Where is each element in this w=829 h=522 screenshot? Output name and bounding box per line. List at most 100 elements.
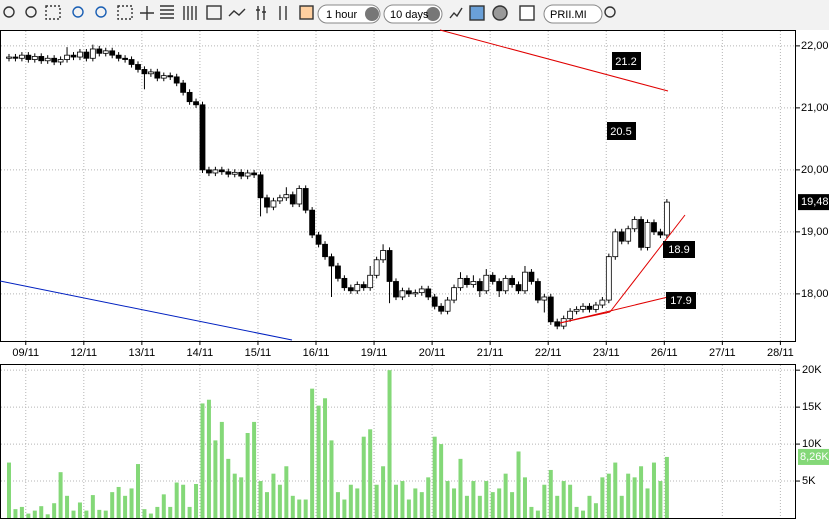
volume-bar xyxy=(116,486,121,518)
volume-bar xyxy=(613,462,618,518)
candle-body xyxy=(386,250,393,282)
candle-body xyxy=(12,56,19,59)
volume-bar xyxy=(458,458,463,518)
y-tick-label: 21,00 xyxy=(801,102,829,114)
volume-bar xyxy=(155,506,160,518)
zoom-box-icon[interactable] xyxy=(45,5,61,20)
volume-bar xyxy=(290,495,295,518)
candle-body xyxy=(173,76,180,84)
candle-icon[interactable] xyxy=(256,6,266,20)
candle-body xyxy=(483,274,490,292)
volume-bar xyxy=(226,458,231,518)
trend-line xyxy=(439,29,669,92)
bar-icon[interactable] xyxy=(279,6,287,20)
candle-body xyxy=(302,188,309,211)
search-icon[interactable] xyxy=(604,6,616,18)
annotations: 21.2 20.5 18.9 17.9 xyxy=(607,52,696,309)
candle-body xyxy=(393,281,399,298)
dropdown-arrow[interactable] xyxy=(426,7,440,21)
range-select[interactable] xyxy=(383,4,443,24)
candle-body xyxy=(180,82,187,93)
crosshair-icon[interactable] xyxy=(140,6,154,20)
volume-bar xyxy=(252,421,257,518)
symbol-input[interactable] xyxy=(543,4,603,24)
zoom-out-icon[interactable] xyxy=(25,6,37,18)
indicator-icon[interactable] xyxy=(449,7,463,19)
y-tick-label: 18,00 xyxy=(801,288,829,300)
volume-bar xyxy=(522,477,527,518)
zoom-in-icon[interactable] xyxy=(3,6,15,18)
candle-body xyxy=(257,174,264,199)
candle-body xyxy=(464,277,470,285)
candle-body xyxy=(470,281,477,285)
chart-icon[interactable] xyxy=(519,5,535,21)
candle-body xyxy=(618,231,625,242)
candle-body xyxy=(638,219,644,248)
annotation-label: 18.9 xyxy=(668,244,689,256)
x-tick-label: 20/11 xyxy=(419,347,446,359)
candle-body xyxy=(218,169,225,173)
last-volume-box xyxy=(798,448,829,465)
volume-bar xyxy=(58,472,63,518)
y-tick-label: 15K xyxy=(802,401,822,413)
candle-body xyxy=(489,274,496,282)
vgrid-icon[interactable] xyxy=(183,6,197,20)
volume-bar xyxy=(574,506,579,518)
candle-body xyxy=(373,259,380,276)
zoom-icon[interactable] xyxy=(95,6,107,18)
candle-body xyxy=(347,287,354,292)
x-tick-label: 27/11 xyxy=(709,347,736,359)
drawings xyxy=(0,29,686,341)
candle-body xyxy=(444,299,451,312)
volume-bar xyxy=(71,510,76,518)
volume-bar xyxy=(206,399,211,518)
candle-body xyxy=(509,277,515,285)
zoom-icon[interactable] xyxy=(72,6,84,18)
volume-bar xyxy=(110,492,115,518)
x-tick-label: 14/11 xyxy=(187,347,214,359)
line-icon[interactable] xyxy=(228,8,246,17)
interval-select[interactable] xyxy=(317,4,381,24)
candle-body xyxy=(328,256,335,267)
candle-body xyxy=(625,228,632,242)
volume-bar xyxy=(368,429,373,518)
refresh-icon[interactable] xyxy=(492,5,508,21)
volume-bar xyxy=(561,481,566,518)
symbol-label: PRII.MI xyxy=(550,9,587,21)
fit-icon[interactable] xyxy=(117,5,133,20)
candle-body xyxy=(335,265,341,279)
volume-bar xyxy=(490,492,495,518)
save-icon[interactable] xyxy=(469,5,485,21)
volume-bar xyxy=(329,440,334,518)
candle-body xyxy=(283,194,290,199)
y-tick-label: 10K xyxy=(802,438,822,450)
candle-body xyxy=(522,271,528,292)
candle-body xyxy=(102,50,109,54)
candle-body xyxy=(83,51,90,59)
trend-line xyxy=(609,214,686,313)
candle-body xyxy=(567,310,574,320)
panel-icon[interactable] xyxy=(206,5,222,20)
volume-bar xyxy=(419,492,424,518)
candle-body xyxy=(644,222,651,248)
dropdown-arrow[interactable] xyxy=(365,7,379,21)
volume-bar xyxy=(32,510,37,518)
candle-body xyxy=(206,169,212,174)
volume-bar xyxy=(187,506,192,518)
volume-bar xyxy=(239,477,244,518)
volume-bar xyxy=(374,484,379,518)
candle-body xyxy=(528,271,535,282)
volume-bar xyxy=(606,473,611,518)
candle-body xyxy=(251,172,257,176)
volume-bar xyxy=(406,499,411,518)
hgrid-icon[interactable] xyxy=(160,5,174,19)
volume-bar xyxy=(264,492,269,518)
volume-bar xyxy=(19,506,24,518)
volume-bar xyxy=(200,403,205,518)
volume-bar xyxy=(297,499,302,518)
candle-body xyxy=(405,290,412,295)
interval-label: 1 hour xyxy=(326,9,358,21)
color-icon[interactable] xyxy=(299,5,314,20)
last-price-box xyxy=(798,194,829,211)
